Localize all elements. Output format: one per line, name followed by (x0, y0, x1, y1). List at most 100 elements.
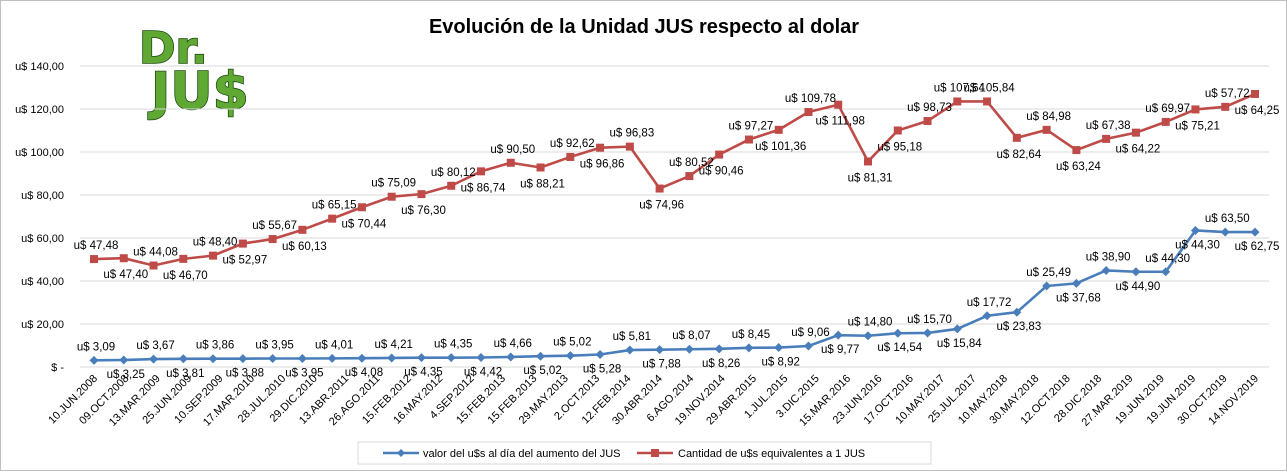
red-point (328, 214, 337, 223)
red-point (90, 255, 98, 264)
data-label: u$ 64,25 (1235, 105, 1280, 117)
data-label: u$ 25,49 (1026, 267, 1071, 279)
blue-point (1012, 307, 1022, 317)
data-label: u$ 74,96 (639, 200, 684, 212)
red-point (1191, 105, 1200, 114)
blue-point (1131, 267, 1141, 277)
data-label: u$ 80,12 (431, 167, 476, 179)
dr-jus-logo: Dr. JU$ (138, 22, 249, 123)
data-label: u$ 111,98 (815, 116, 864, 128)
data-label: u$ 14,54 (877, 342, 922, 354)
data-label: u$ 96,83 (609, 128, 654, 140)
data-label: u$ 14,80 (848, 317, 893, 329)
data-label: u$ 90,46 (699, 166, 744, 178)
data-label: u$ 98,73 (907, 102, 952, 114)
red-point (1131, 128, 1140, 137)
red-point (953, 97, 962, 106)
data-label: u$ 80,52 (669, 157, 714, 169)
legend: valor del u$s al día del aumento del JUS… (357, 441, 932, 465)
blue-point (1071, 278, 1081, 288)
data-label: u$ 88,21 (520, 178, 565, 190)
blue-point (89, 355, 99, 365)
blue-point (952, 324, 962, 334)
blue-point (833, 330, 843, 340)
data-label: u$ 75,21 (1175, 120, 1220, 132)
data-label: u$ 7,88 (642, 359, 680, 371)
y-tick-label: u$ 120,00 (15, 104, 64, 116)
blue-point (863, 331, 873, 341)
blue-point (684, 344, 694, 354)
red-point (566, 152, 575, 161)
red-point (1161, 117, 1170, 126)
red-point (209, 251, 218, 260)
data-label: u$ 47,40 (103, 269, 148, 281)
data-label: u$ 52,97 (222, 255, 267, 267)
y-tick-label: $ - (51, 362, 64, 374)
y-tick-label: u$ 20,00 (21, 319, 64, 331)
red-point (119, 254, 128, 263)
data-label: u$ 95,18 (877, 142, 922, 154)
data-label: u$ 105,84 (963, 82, 1015, 94)
red-point (149, 261, 158, 270)
data-label: u$ 8,92 (762, 357, 800, 369)
red-point (1102, 134, 1111, 143)
red-point (536, 163, 545, 172)
red-point (298, 225, 307, 234)
data-label: u$ 109,78 (785, 93, 836, 105)
data-label: u$ 4,08 (345, 367, 383, 379)
red-point (923, 117, 932, 126)
red-point (477, 167, 485, 176)
data-label: u$ 97,27 (729, 121, 774, 133)
data-label: u$ 8,07 (672, 330, 710, 342)
data-label: u$ 5,28 (583, 364, 621, 376)
data-label: u$ 62,75 (1235, 241, 1280, 253)
red-point (834, 100, 843, 109)
red-point (893, 126, 902, 135)
data-label: u$ 15,84 (937, 338, 982, 350)
red-point (387, 192, 396, 201)
blue-point (1220, 227, 1230, 237)
data-label: u$ 3,95 (285, 368, 323, 380)
logo-line2: JU$ (148, 62, 249, 122)
data-label: u$ 70,44 (342, 218, 387, 230)
data-label: u$ 8,26 (702, 358, 740, 370)
blue-point (238, 354, 248, 364)
red-point (596, 143, 605, 152)
red-point (983, 97, 992, 106)
blue-point (923, 328, 933, 338)
data-label: u$ 44,30 (1175, 239, 1220, 251)
data-label: u$ 65,15 (312, 200, 357, 212)
data-label: u$ 48,40 (193, 237, 238, 249)
data-label: u$ 5,81 (613, 331, 651, 343)
blue-point (357, 353, 367, 363)
x-axis-ticks: 10.JUN.200809.OCT.200813.MAR.200925.JUN.… (46, 373, 1261, 429)
blue-point (149, 354, 159, 364)
red-point (238, 239, 247, 248)
blue-point (1161, 267, 1171, 277)
data-label: u$ 84,98 (1026, 111, 1071, 123)
red-point (179, 254, 188, 263)
blue-point (446, 353, 456, 363)
red-point (625, 142, 634, 151)
y-tick-label: u$ 80,00 (21, 190, 64, 202)
data-label: u$ 107,64 (934, 82, 986, 94)
red-point (268, 235, 277, 244)
red-point (1042, 125, 1051, 134)
data-label: u$ 63,50 (1205, 213, 1250, 225)
data-label: u$ 81,31 (848, 172, 893, 184)
blue-point (803, 341, 813, 351)
data-label: u$ 4,42 (464, 366, 502, 378)
blue-point (1042, 281, 1052, 291)
blue-point (268, 354, 278, 364)
data-label: u$ 3,25 (107, 369, 145, 381)
data-label: u$ 82,64 (996, 149, 1041, 161)
y-tick-label: u$ 60,00 (21, 233, 64, 245)
data-label: u$ 60,13 (282, 241, 327, 253)
red-point (1221, 102, 1230, 111)
data-label: u$ 57,72 (1205, 88, 1250, 100)
legend-label-red: Cantidad de u$s equivalentes a 1 JUS (678, 448, 865, 460)
red-point (1251, 89, 1259, 98)
blue-point (1250, 227, 1260, 237)
y-axis-ticks: $ - u$ 20,00 u$ 40,00 u$ 60,00 u$ 80,00 u$ 10… (15, 61, 64, 374)
legend-swatch-red-marker (651, 449, 659, 457)
